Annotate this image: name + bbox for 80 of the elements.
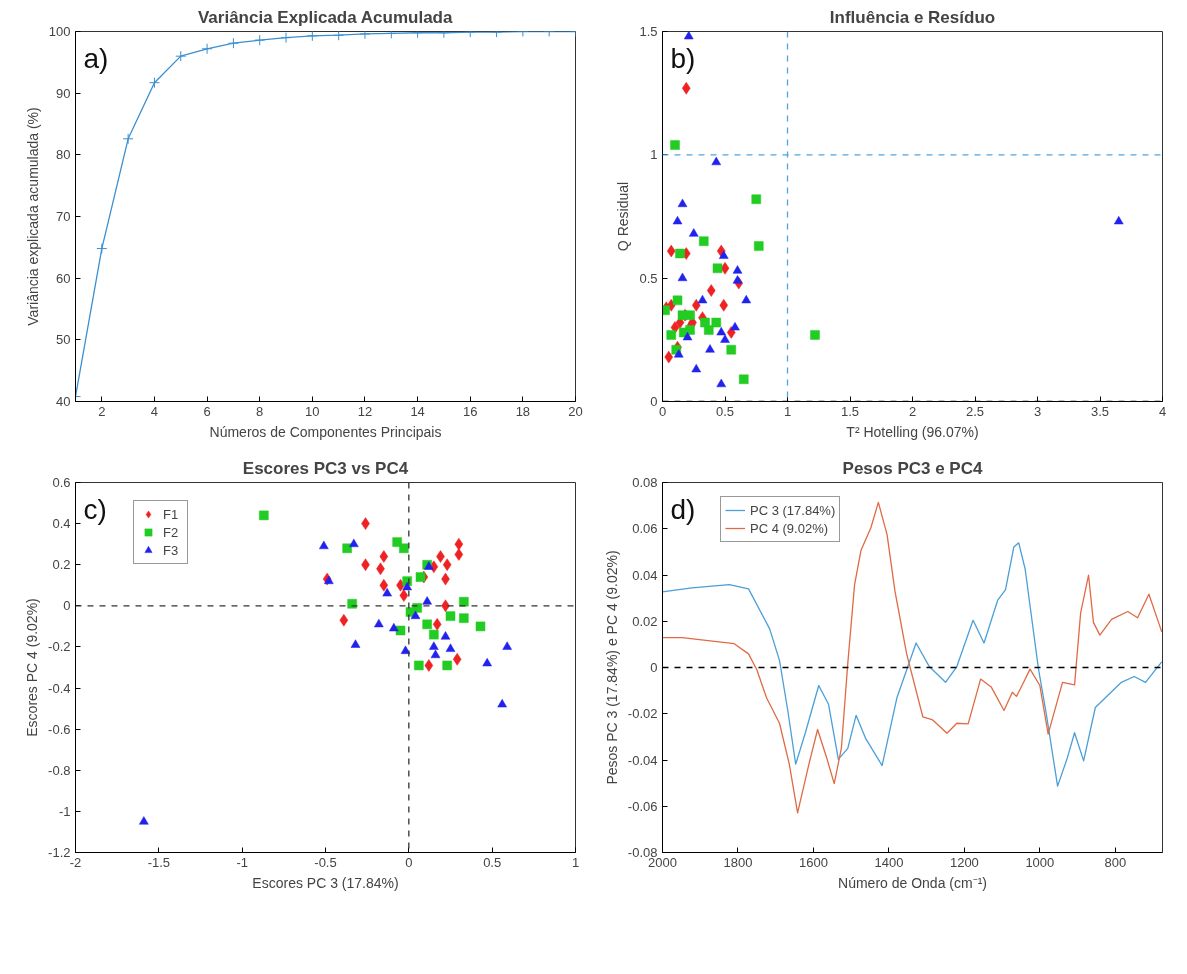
x-tick-label: 10 [305, 403, 320, 419]
x-tick-label: 1800 [723, 854, 753, 870]
annotation: d) [670, 493, 696, 525]
legend-label: F3 [163, 542, 180, 558]
x-tick-label: -1 [236, 854, 248, 870]
x-tick-label: 4 [150, 403, 159, 419]
x-tick-label: 8 [256, 403, 264, 419]
y-tick-label: -0.04 [627, 752, 658, 768]
y-axis-title: Variância explicada acumulada (%) [24, 107, 41, 326]
legend-label: F2 [163, 524, 180, 540]
y-tick-label: 1 [650, 147, 658, 163]
y-tick-label: -0.4 [48, 680, 71, 696]
x-tick-label: 14 [410, 403, 425, 419]
y-tick-label: 1.5 [639, 24, 658, 39]
annotation: b) [670, 42, 696, 74]
x-tick-label: 1.5 [840, 403, 860, 419]
legend-label: F1 [163, 506, 180, 522]
x-axis-title: T² Hotelling (96.07%) [846, 423, 979, 440]
x-tick-label: 1 [783, 403, 792, 419]
y-tick-label: -0.02 [627, 706, 658, 722]
y-tick-label: 80 [56, 147, 71, 163]
x-tick-label: 1000 [1025, 854, 1055, 870]
chart-title: Variância Explicada Acumulada [197, 7, 453, 27]
x-tick-label: 4 [1158, 403, 1167, 419]
x-axis-title: Escores PC 3 (17.84%) [252, 874, 399, 891]
y-tick-label: 0.02 [632, 613, 658, 629]
x-tick-label: 18 [515, 403, 531, 419]
chart-title: Pesos PC3 e PC4 [842, 458, 983, 478]
x-tick-label: 3.5 [1090, 403, 1110, 419]
annotation: c) [83, 493, 107, 525]
y-tick-label: 70 [56, 209, 71, 224]
y-tick-label: -0.6 [48, 721, 71, 737]
x-tick-label: -0.5 [314, 854, 337, 870]
x-tick-label: -2 [69, 854, 82, 870]
chart-title: Influência e Resíduo [829, 7, 996, 27]
y-tick-label: -0.06 [627, 798, 658, 814]
x-tick-label: 16 [463, 403, 478, 419]
y-tick-label: 0.08 [632, 475, 658, 490]
y-axis-title: Pesos PC 3 (17.84%) e PC 4 (9.02%) [603, 550, 620, 785]
legend-label: PC 3 (17.84%) [750, 502, 836, 518]
y-tick-label: -1.2 [48, 845, 71, 860]
y-tick-label: 0.5 [639, 270, 658, 286]
x-tick-label: 20 [568, 403, 583, 419]
x-tick-label: 0.5 [483, 854, 502, 870]
x-tick-label: 1200 [949, 854, 979, 870]
x-tick-label: 2 [98, 403, 106, 419]
y-tick-label: 90 [56, 85, 71, 101]
annotation: a) [83, 42, 109, 74]
y-tick-label: -0.2 [48, 639, 71, 655]
y-tick-label: 40 [56, 394, 71, 409]
x-tick-label: 6 [203, 403, 211, 419]
x-tick-label: -1.5 [147, 854, 171, 870]
y-tick-label: 0 [63, 598, 71, 614]
y-tick-label: 0.04 [632, 567, 658, 583]
y-tick-label: 0.2 [52, 557, 71, 573]
x-tick-label: 1 [571, 854, 580, 870]
y-tick-label: 60 [56, 270, 71, 286]
x-tick-label: 1400 [874, 854, 904, 870]
chart-title: Escores PC3 vs PC4 [242, 458, 409, 478]
y-axis-title: Q Residual [615, 181, 632, 252]
y-tick-label: -1 [58, 803, 71, 819]
x-tick-label: 0 [405, 854, 413, 870]
x-tick-label: 2 [908, 403, 917, 419]
y-tick-label: -0.8 [48, 762, 71, 778]
y-tick-label: 0.06 [632, 521, 658, 537]
x-axis-title: Números de Componentes Principais [209, 423, 442, 440]
x-tick-label: 800 [1104, 854, 1127, 870]
y-tick-label: 100 [48, 24, 71, 39]
x-tick-label: 12 [357, 403, 373, 419]
y-tick-label: 50 [56, 332, 71, 348]
legend-label: PC 4 (9.02%) [750, 520, 829, 536]
x-tick-label: 2.5 [965, 403, 985, 419]
y-tick-label: 0.6 [52, 475, 71, 490]
x-axis-title: Número de Onda (cm⁻¹) [838, 874, 987, 891]
x-tick-label: 1600 [798, 854, 828, 870]
x-tick-label: 3 [1033, 403, 1042, 419]
y-tick-label: 0.4 [52, 516, 71, 532]
y-tick-label: 0 [650, 660, 658, 675]
y-axis-title: Escores PC 4 (9.02%) [24, 598, 41, 737]
x-tick-label: 0.5 [715, 403, 735, 419]
